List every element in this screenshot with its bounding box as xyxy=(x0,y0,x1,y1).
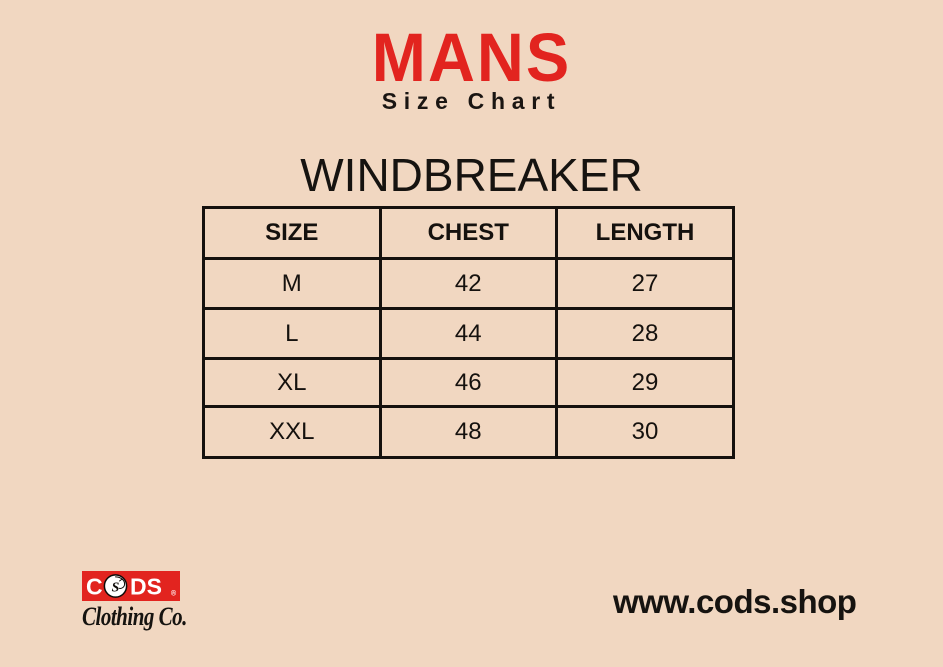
svg-text:C: C xyxy=(86,574,103,600)
svg-text:®: ® xyxy=(171,590,177,598)
svg-text:DS: DS xyxy=(130,574,162,600)
svg-text:S: S xyxy=(112,580,120,595)
